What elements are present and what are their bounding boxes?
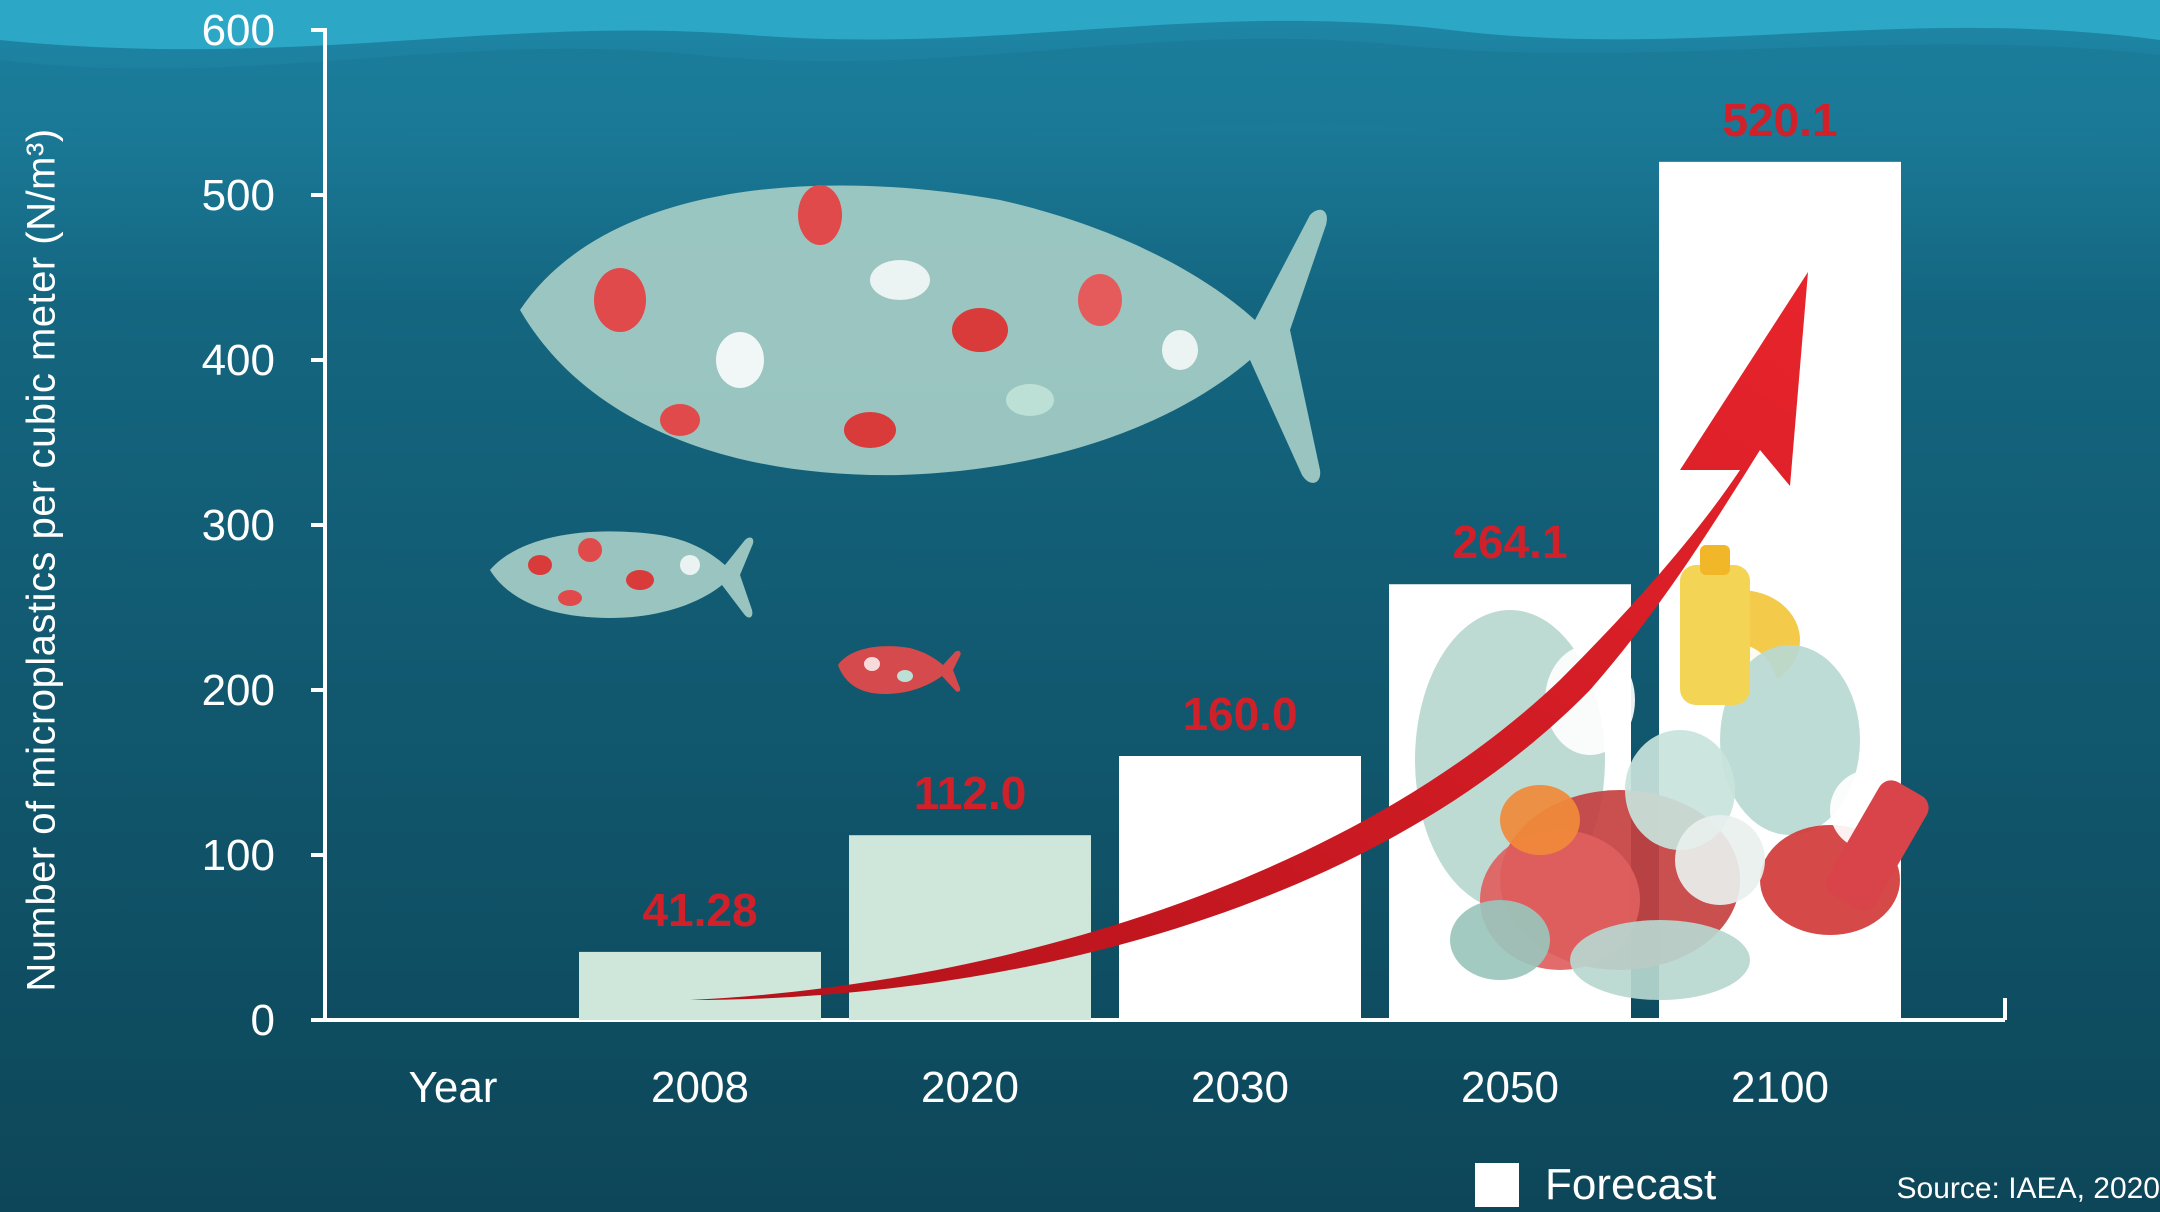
- plastic-bottle-cap: [1700, 545, 1730, 575]
- x-tick-label-2020: 2020: [921, 1063, 1019, 1112]
- y-tick-label: 400: [202, 336, 275, 385]
- value-label-2050: 264.1: [1452, 516, 1567, 568]
- legend: Forecast: [1475, 1160, 1716, 1210]
- y-axis-label: Number of microplastics per cubic meter …: [19, 128, 64, 992]
- y-tick-label: 300: [202, 501, 275, 550]
- plastic-bottle-yellow: [1680, 565, 1750, 705]
- wave-light: [0, 0, 2160, 50]
- plastic-piece: [1500, 785, 1580, 855]
- y-tick-label: 100: [202, 831, 275, 880]
- y-tick-label: 0: [251, 996, 275, 1045]
- legend-label-forecast: Forecast: [1545, 1160, 1717, 1209]
- x-tick-label-2050: 2050: [1461, 1063, 1559, 1112]
- x-tick-label-2100: 2100: [1731, 1063, 1829, 1112]
- legend-swatch-forecast: [1475, 1163, 1519, 1207]
- wave-dark: [0, 38, 2160, 140]
- plastic-fish-large-icon: [520, 185, 1327, 483]
- plastic-fish-small-icon: [838, 646, 961, 694]
- bar-2020: [849, 835, 1091, 1020]
- plastic-piece: [1450, 900, 1550, 980]
- plastic-bottle-red: [1826, 780, 1929, 911]
- y-tick-label: 200: [202, 666, 275, 715]
- value-label-2030: 160.0: [1182, 688, 1297, 740]
- source-note: Source: IAEA, 2020: [1896, 1172, 2160, 1205]
- y-tick-label: 500: [202, 171, 275, 220]
- plastic-piece: [1570, 920, 1750, 1000]
- value-label-2100: 520.1: [1722, 94, 1837, 146]
- plastic-piece: [1720, 645, 1860, 835]
- y-tick-label: 600: [202, 6, 275, 55]
- x-axis-label: Year: [409, 1063, 498, 1112]
- x-tick-label-2008: 2008: [651, 1063, 749, 1112]
- bar-2008: [579, 951, 821, 1020]
- plastic-fish-medium-icon: [490, 531, 754, 618]
- value-label-2008: 41.28: [642, 884, 757, 936]
- plastic-piece: [1675, 815, 1765, 905]
- x-tick-label-2030: 2030: [1191, 1063, 1289, 1112]
- value-label-2020: 112.0: [914, 767, 1027, 819]
